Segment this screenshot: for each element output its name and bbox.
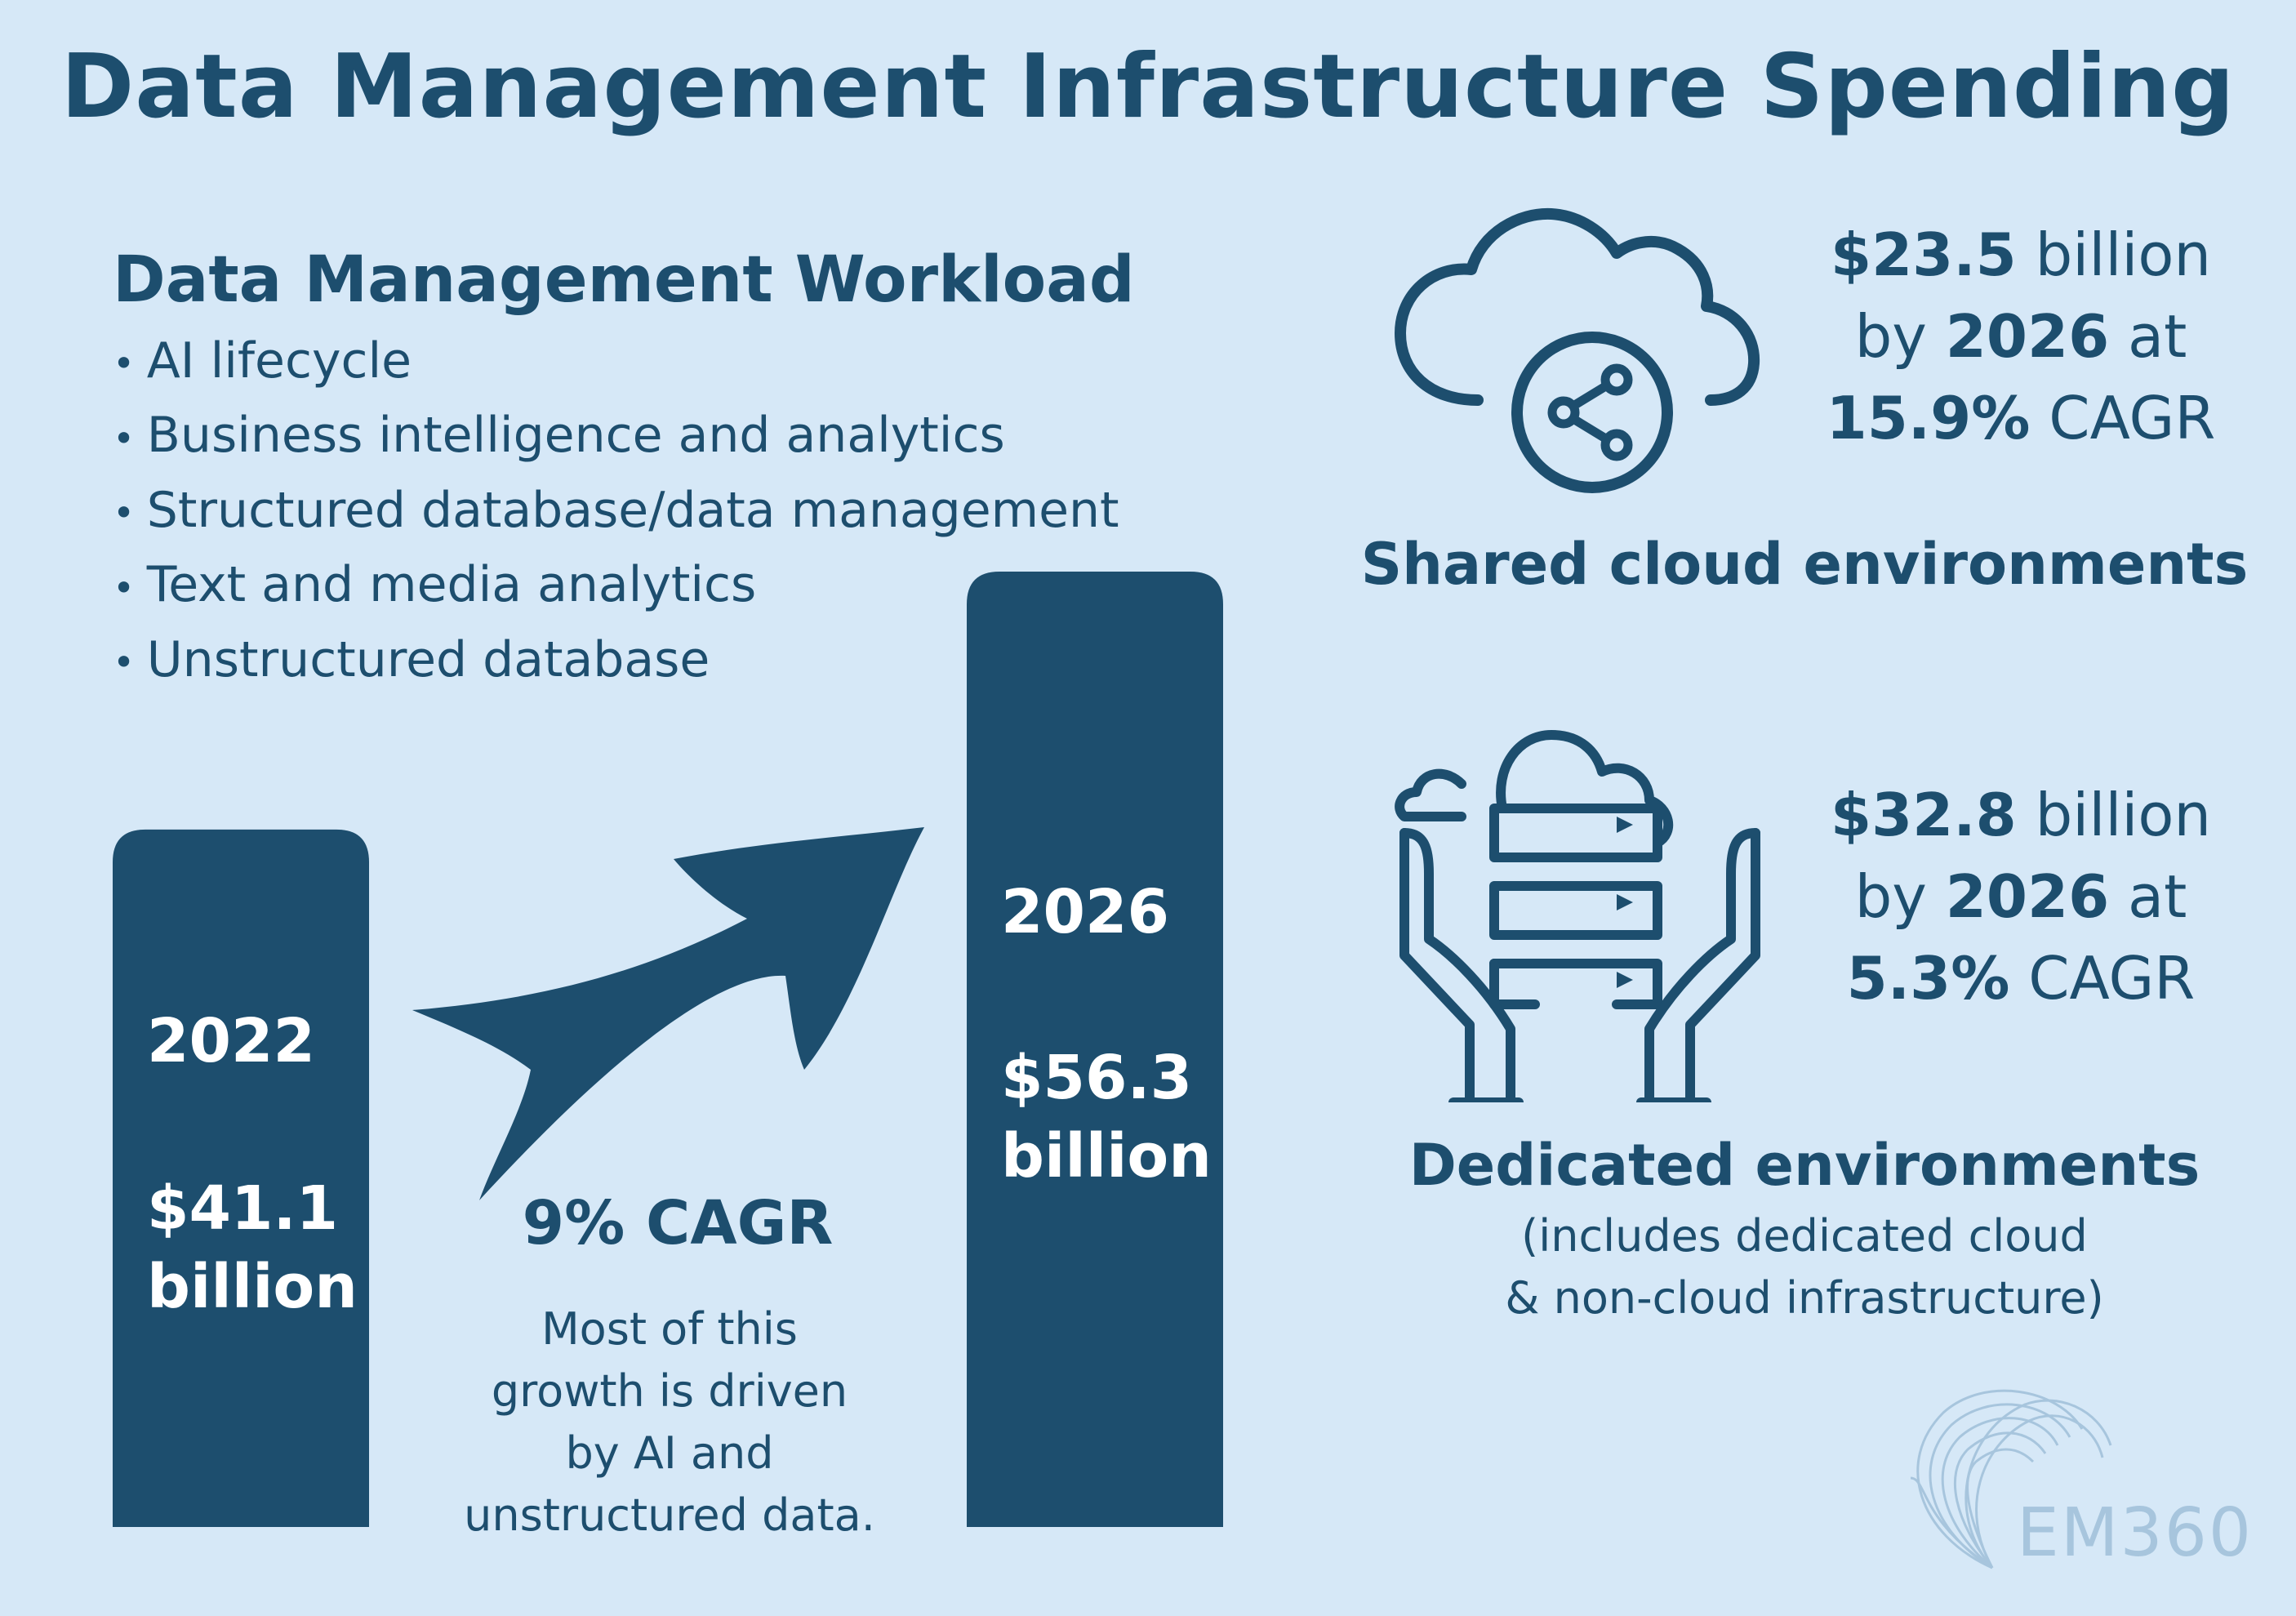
dedicated-label: Dedicated environments xyxy=(1408,1132,2200,1199)
bar-label-2026-year: 2026 xyxy=(1001,877,1169,947)
shared-amount-unit: billion xyxy=(2016,220,2212,289)
cloud-share-icon xyxy=(1395,207,1760,493)
dedicated-cagr: 5.3% xyxy=(1846,944,2010,1013)
dedicated-note-line: (includes dedicated cloud xyxy=(1521,1210,2088,1262)
list-item: AI lifecycle xyxy=(113,325,1119,399)
bar-label-2022-unit: billion xyxy=(147,1252,358,1322)
list-item: Business intelligence and analytics xyxy=(113,399,1119,474)
shared-cagr-unit: CAGR xyxy=(2030,384,2216,452)
shared-cagr: 15.9% xyxy=(1826,384,2031,452)
shared-stat: $23.5 billion by 2026 at 15.9% CAGR xyxy=(1809,214,2233,459)
bar-label-2022-year: 2022 xyxy=(147,1006,315,1076)
dedicated-note: (includes dedicated cloud & non-cloud in… xyxy=(1355,1205,2254,1329)
growth-arrow-icon xyxy=(412,827,924,1200)
growth-note-line: Most of this xyxy=(541,1303,798,1355)
bar-label-2022-value: $41.1 xyxy=(147,1173,339,1244)
dedicated-stat: $32.8 billion by 2026 at 5.3% CAGR xyxy=(1809,774,2233,1019)
hands-server-cloud-icon xyxy=(1395,730,1760,1102)
dedicated-cagr-unit: CAGR xyxy=(2009,944,2196,1013)
shared-amount: $23.5 xyxy=(1830,220,2017,289)
page-title: Data Management Infrastructure Spending xyxy=(60,36,2236,138)
bar-2022 xyxy=(113,829,369,1527)
bars-group xyxy=(113,572,1223,1527)
growth-note-line: unstructured data. xyxy=(464,1489,875,1541)
dedicated-year: 2026 xyxy=(1945,862,2110,931)
growth-note: Most of this growth is driven by AI and … xyxy=(425,1298,914,1547)
shared-at: at xyxy=(2109,302,2187,371)
workload-heading: Data Management Workload xyxy=(113,243,1135,317)
bar-label-2026-value: $56.3 xyxy=(1001,1043,1193,1113)
dedicated-at: at xyxy=(2109,862,2187,931)
shared-label: Shared cloud environments xyxy=(1360,531,2249,598)
dedicated-amount-unit: billion xyxy=(2016,781,2212,849)
list-item: Structured database/data management xyxy=(113,474,1119,549)
dedicated-note-line: & non-cloud infrastructure) xyxy=(1505,1272,2104,1324)
shared-year: 2026 xyxy=(1945,302,2110,371)
em360-logo-text: EM360 xyxy=(2017,1494,2254,1572)
bar-2026 xyxy=(967,572,1223,1527)
bar-label-2026-unit: billion xyxy=(1001,1121,1212,1191)
cagr-annotation: 9% CAGR xyxy=(522,1188,834,1258)
dedicated-by: by xyxy=(1854,862,1946,931)
dedicated-amount: $32.8 xyxy=(1830,781,2017,849)
em360-fan-logo-icon xyxy=(1910,1389,2112,1569)
growth-note-line: by AI and xyxy=(565,1427,774,1479)
shared-by: by xyxy=(1854,302,1946,371)
workload-list: AI lifecycle Business intelligence and a… xyxy=(113,325,1119,698)
growth-note-line: growth is driven xyxy=(491,1365,848,1417)
list-item: Text and media analytics xyxy=(113,549,1119,623)
list-item: Unstructured database xyxy=(113,624,1119,698)
